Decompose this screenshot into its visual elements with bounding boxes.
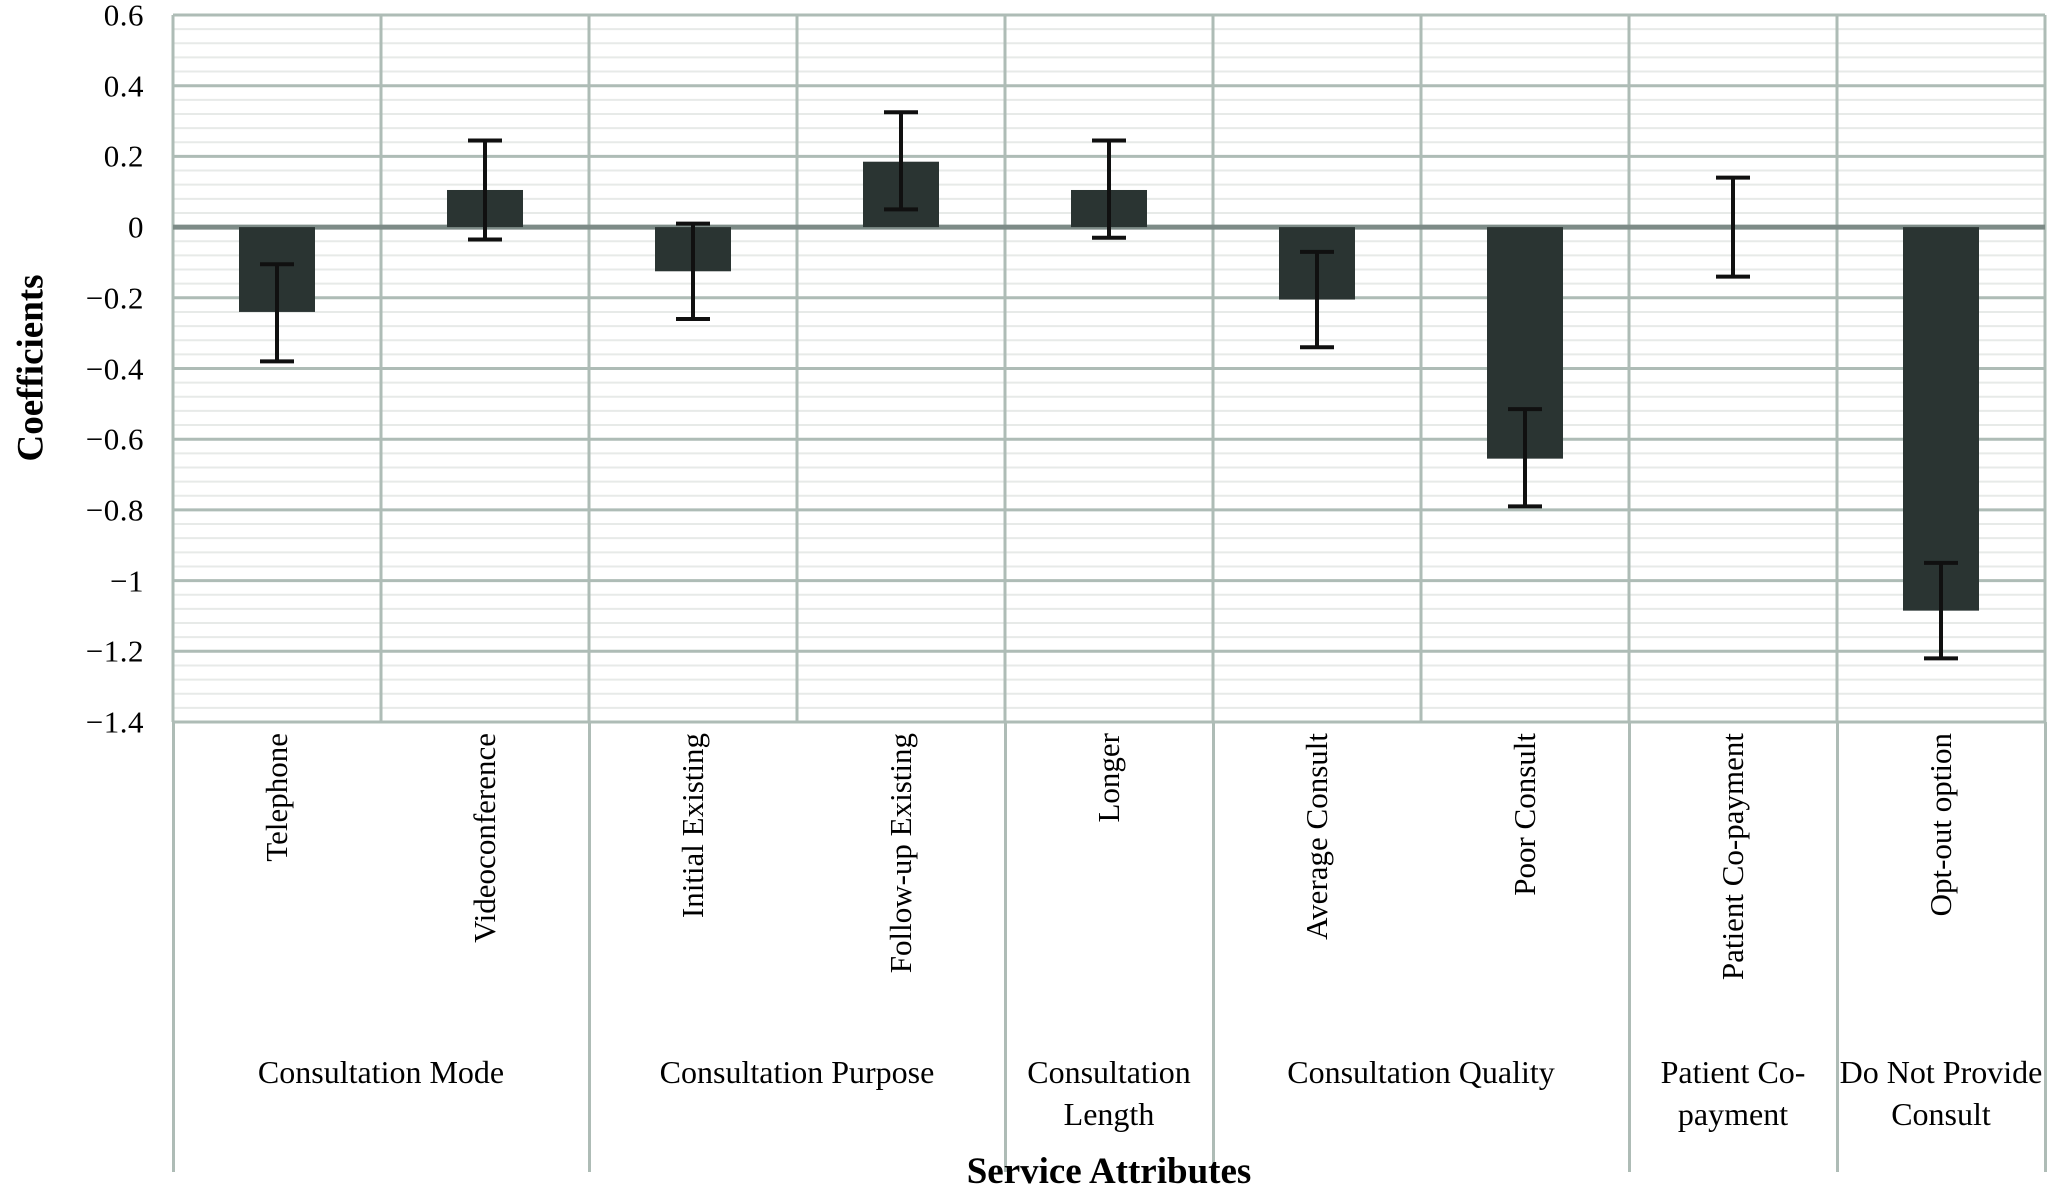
x-group-label: Do Not Provide Consult [1839, 1054, 2043, 1132]
group-separator [1627, 722, 1631, 1172]
group-separator [1003, 722, 1007, 1172]
x-item-label: Average Consult [1299, 733, 1334, 940]
x-group-label: Consultation Length [1027, 1054, 1191, 1132]
x-group-label: Consultation Quality [1287, 1054, 1555, 1090]
group-separator [171, 722, 175, 1172]
x-group-label: Consultation Mode [257, 1054, 505, 1090]
x-item-label: Poor Consult [1507, 733, 1542, 896]
y-tick-label: −1.4 [85, 704, 144, 740]
x-item-label: Longer [1091, 733, 1126, 823]
y-tick-label: −0.6 [85, 421, 144, 457]
y-tick-label: −0.2 [85, 280, 144, 316]
y-tick-label: 0.2 [103, 138, 144, 174]
x-item-label: Telephone [259, 733, 294, 862]
y-tick-label: 0.6 [103, 0, 144, 33]
x-axis-title: Service Attributes [966, 1151, 1252, 1192]
y-tick-label: −1.2 [85, 633, 144, 669]
group-separator [1835, 722, 1839, 1172]
x-item-label: Initial Existing [675, 733, 710, 919]
group-separator [2043, 722, 2047, 1172]
y-tick-label: 0.4 [103, 68, 144, 104]
x-item-label: Follow-up Existing [883, 733, 918, 974]
y-tick-label: −0.8 [85, 492, 144, 528]
y-axis-title: Coefficients [10, 274, 52, 462]
group-separator [587, 722, 591, 1172]
group-separator [1211, 722, 1215, 1172]
bar-opt-out-option [1903, 227, 1979, 611]
y-tick-label: −1 [110, 563, 144, 599]
y-tick-label: 0 [128, 209, 144, 245]
x-item-label: Patient Co-payment [1715, 733, 1750, 981]
x-group-label: Consultation Purpose [659, 1054, 935, 1090]
x-group-label: Patient Co-payment [1660, 1054, 1806, 1132]
x-item-label: Opt-out option [1923, 733, 1958, 917]
x-item-label: Videoconference [467, 733, 502, 943]
y-tick-label: −0.4 [85, 351, 144, 386]
